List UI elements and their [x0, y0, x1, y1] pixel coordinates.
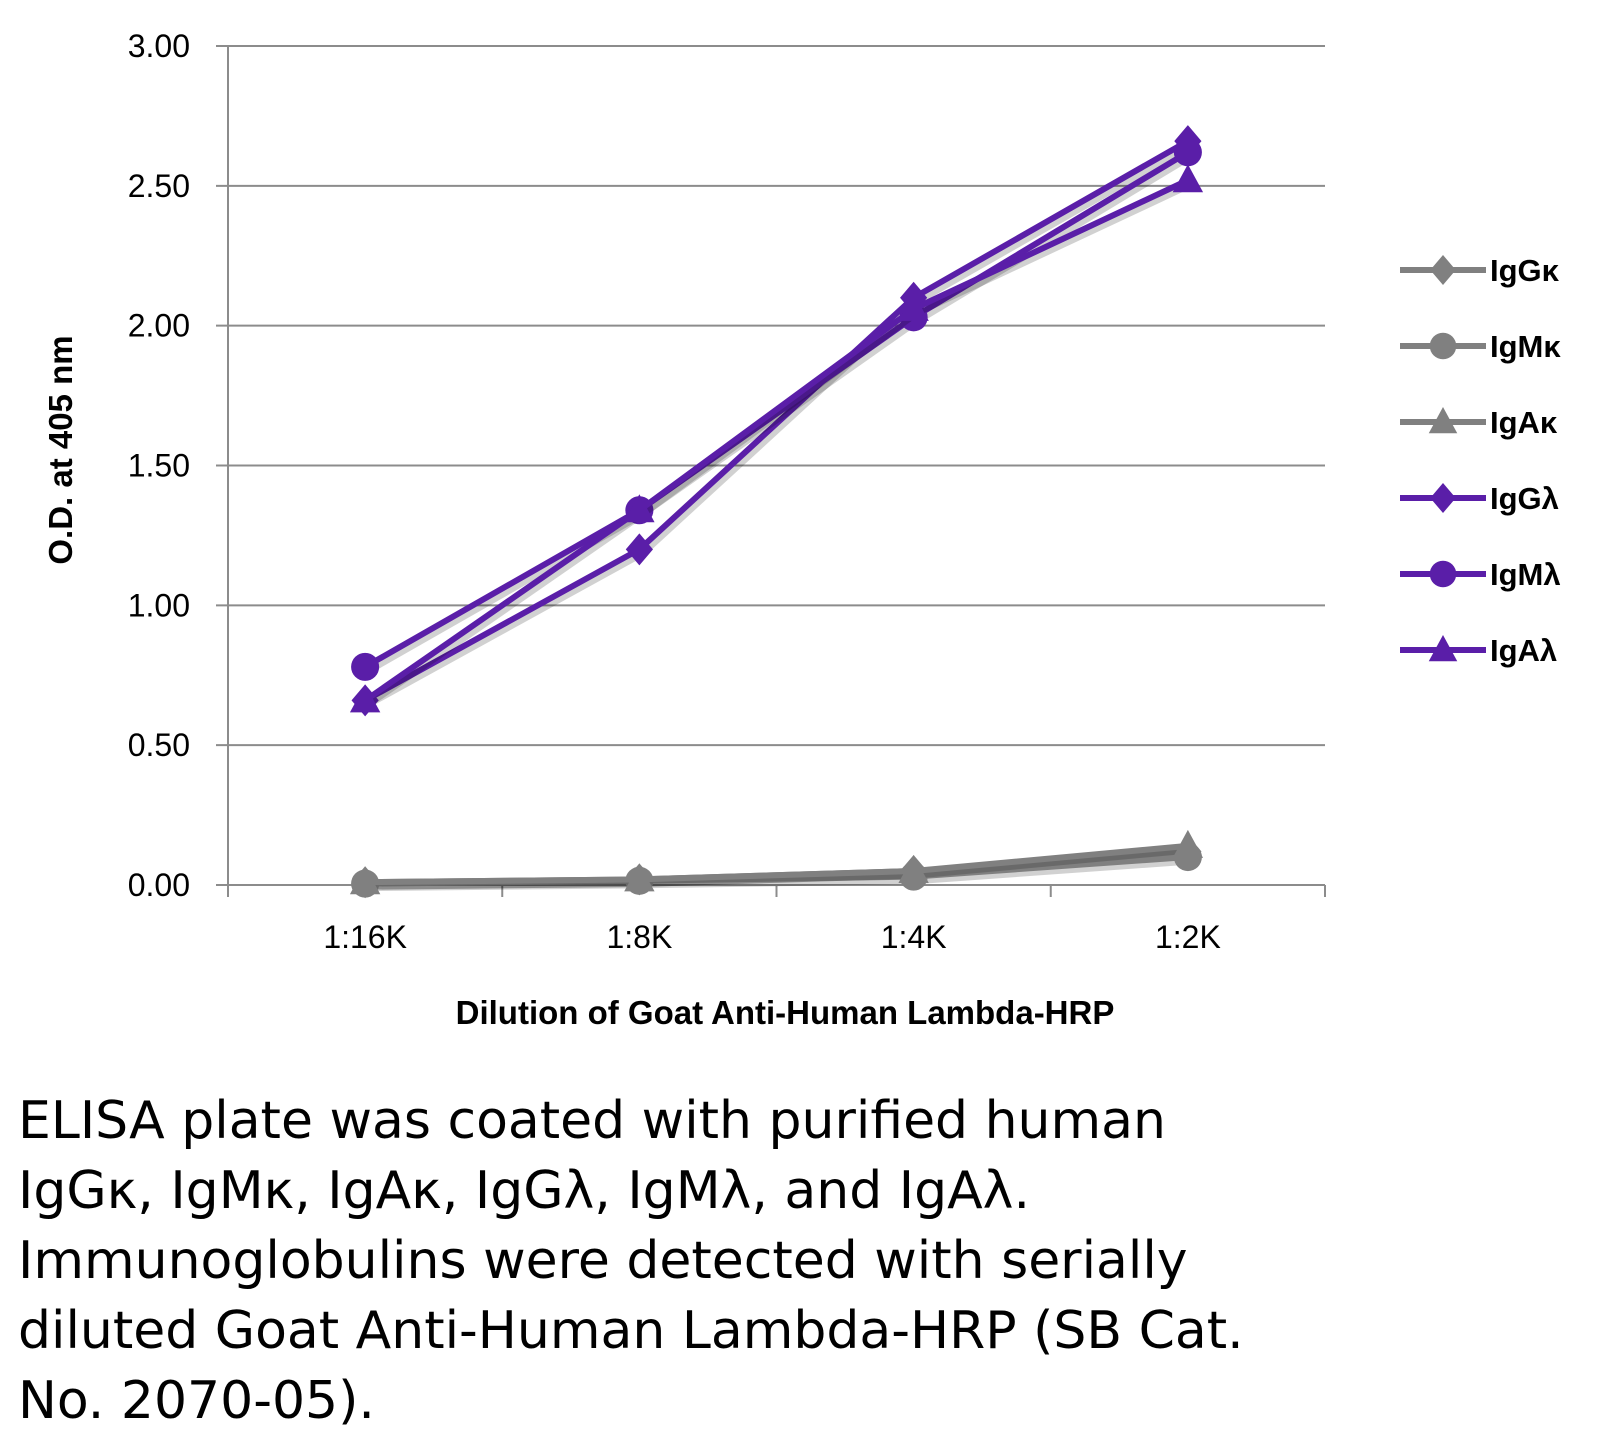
legend-label: IgGλ	[1490, 481, 1559, 516]
series-3	[349, 829, 1204, 895]
legend-entry: IgGλ	[1400, 481, 1559, 516]
elisa-line-chart: 0.00 0.50 1.00 1.50 2.00 2.50 3.00 1:16K 1:8K 1:4…	[42, 28, 1561, 1031]
legend-entry: IgGκ	[1400, 253, 1560, 288]
data-point-triangle	[898, 855, 929, 884]
data-point-circle	[1173, 138, 1202, 167]
series-shadow	[366, 181, 1193, 708]
data-point-triangle	[624, 863, 655, 892]
legend-label: IgAκ	[1490, 405, 1558, 440]
legend-marker	[1430, 483, 1456, 513]
series-shadow	[368, 857, 1192, 892]
caption-line-3: Immunoglobulins were detected with seria…	[18, 1231, 1188, 1291]
data-point-triangle	[1172, 164, 1204, 193]
legend-marker	[1429, 332, 1457, 360]
figure-caption: ELISA plate was coated with purified hum…	[18, 1086, 1578, 1436]
data-point-triangle	[1172, 829, 1204, 858]
x-tick-label: 1:2K	[1155, 919, 1221, 955]
legend-marker	[1428, 407, 1458, 434]
y-tick-label: 0.00	[128, 867, 190, 903]
y-tick-label: 3.00	[128, 28, 190, 64]
caption-line-1: ELISA plate was coated with purified hum…	[18, 1091, 1166, 1151]
series-lines	[349, 125, 1204, 899]
legend-marker	[1428, 635, 1458, 662]
legend-label: IgAλ	[1490, 633, 1557, 668]
series-shadow	[366, 142, 1193, 708]
legend-marker	[1430, 255, 1456, 285]
legend-label: IgMκ	[1490, 329, 1561, 364]
series-line	[363, 138, 1190, 704]
data-point-diamond	[625, 533, 653, 566]
legend-entry: IgAκ	[1400, 405, 1558, 440]
x-tick-label: 1:4K	[881, 919, 947, 955]
caption-line-2: IgGκ, IgMκ, IgAκ, IgGλ, IgMλ, and IgAλ.	[18, 1161, 1030, 1221]
caption-line-5: No. 2070-05).	[18, 1371, 375, 1431]
legend-entry: IgAλ	[1400, 633, 1557, 668]
data-point-triangle	[349, 866, 381, 895]
gridlines	[216, 45, 1325, 886]
legend-entry: IgMκ	[1400, 329, 1561, 364]
legend-label: IgGκ	[1490, 253, 1560, 288]
series-line	[363, 149, 1190, 670]
x-tick-label: 1:8K	[606, 919, 672, 955]
legend-marker	[1429, 560, 1457, 588]
legend: IgGκ IgMκ IgAκ IgGλ IgMλ IgAλ	[1400, 253, 1561, 668]
data-point-triangle	[349, 684, 381, 713]
legend-entry: IgMλ	[1400, 557, 1561, 592]
y-tick-label: 2.50	[128, 168, 190, 204]
y-tick-label: 1.50	[128, 448, 190, 484]
series-shadow	[366, 153, 1193, 674]
data-point-triangle	[898, 292, 929, 321]
caption-line-4: diluted Goat Anti-Human Lambda-HRP (SB C…	[18, 1301, 1244, 1361]
x-tick-label: 1:16K	[323, 919, 407, 955]
series-shadow	[368, 846, 1192, 890]
series-line	[363, 177, 1190, 703]
series-line	[365, 842, 1189, 886]
data-point-triangle	[624, 494, 655, 523]
x-axis-title: Dilution of Goat Anti-Human Lambda-HRP	[456, 994, 1115, 1031]
y-axis-title: O.D. at 405 nm	[42, 335, 79, 564]
y-tick-label: 0.50	[128, 727, 190, 763]
axes: 0.00 0.50 1.00 1.50 2.00 2.50 3.00 1:16K 1:8K 1:4…	[128, 28, 1326, 955]
series-6	[349, 164, 1204, 713]
y-tick-label: 2.00	[128, 308, 190, 344]
y-tick-label: 1.00	[128, 587, 190, 623]
data-point-circle	[351, 652, 380, 681]
legend-label: IgMλ	[1490, 557, 1561, 592]
